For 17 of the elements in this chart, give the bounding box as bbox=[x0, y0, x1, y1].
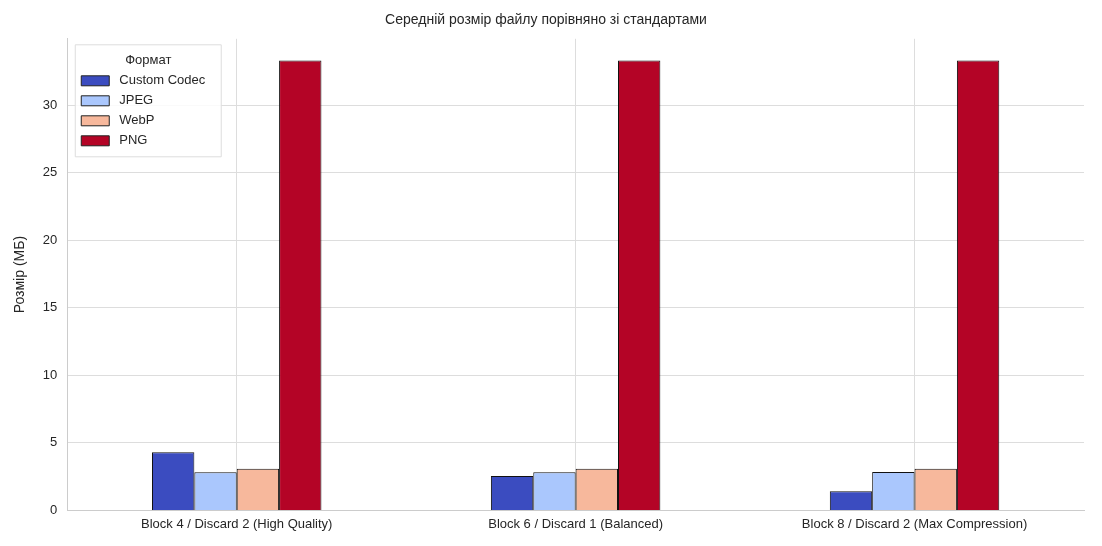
legend-label: JPEG bbox=[119, 92, 154, 108]
y-tick-label: 20 bbox=[42, 231, 58, 247]
legend-label: PNG bbox=[119, 132, 148, 148]
x-tick-label: Block 8 / Discard 2 (Max Compression) bbox=[801, 515, 1028, 531]
y-axis-title: Розмір (МБ) bbox=[11, 235, 28, 314]
x-tick-label: Block 4 / Discard 2 (High Quality) bbox=[140, 515, 333, 531]
chart-title: Середній розмір файлу порівняно зі стандартами bbox=[385, 11, 707, 28]
legend-label: Custom Codec bbox=[119, 72, 206, 88]
y-tick-label: 10 bbox=[42, 366, 58, 382]
legend-label: WebP bbox=[119, 112, 155, 128]
y-tick-label: 30 bbox=[42, 96, 58, 112]
y-tick-label: 25 bbox=[42, 164, 58, 180]
x-tick-label: Block 6 / Discard 1 (Balanced) bbox=[488, 515, 664, 531]
y-tick-label: 5 bbox=[50, 434, 58, 450]
y-tick-label: 0 bbox=[50, 501, 58, 517]
y-tick-label: 15 bbox=[42, 299, 58, 315]
legend-title: Формат bbox=[125, 52, 172, 68]
